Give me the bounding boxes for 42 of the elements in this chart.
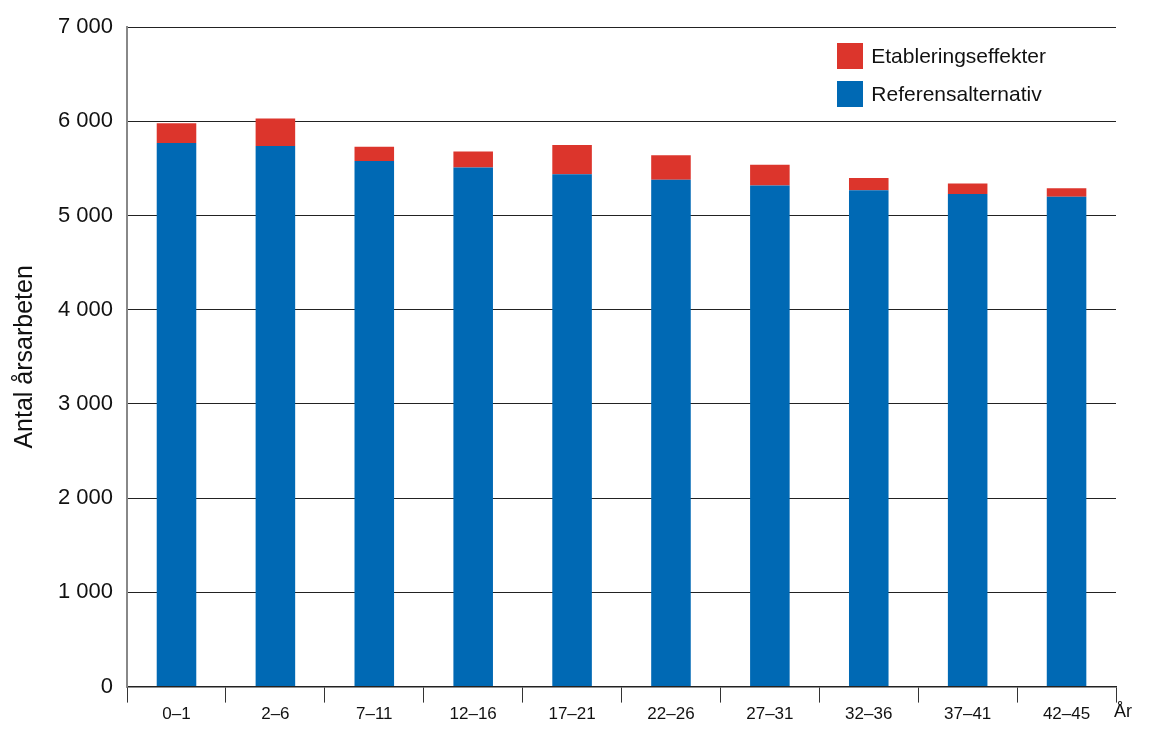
x-tick-label: 7–11 bbox=[356, 704, 393, 724]
bar bbox=[651, 179, 691, 687]
bar bbox=[255, 145, 296, 687]
bar bbox=[156, 143, 197, 687]
x-tick-label: 32–36 bbox=[845, 704, 893, 724]
y-tick-label: 3 000 bbox=[57, 390, 114, 416]
bar bbox=[651, 155, 691, 180]
x-axis-title: År bbox=[1114, 700, 1133, 721]
y-tick-label: 0 bbox=[100, 672, 114, 698]
bar bbox=[848, 177, 889, 191]
x-tick-label: 17–21 bbox=[548, 704, 596, 724]
bar bbox=[354, 160, 395, 687]
x-tick-label: 27–31 bbox=[746, 704, 794, 724]
y-axis-title: Antal årsarbeten bbox=[8, 265, 37, 449]
bar bbox=[848, 190, 889, 687]
bar bbox=[156, 123, 197, 144]
x-tick-label: 37–41 bbox=[944, 704, 992, 724]
bar bbox=[947, 183, 988, 194]
y-tick-label: 7 000 bbox=[57, 13, 114, 39]
legend-label: Etableringseffekter bbox=[871, 44, 1046, 69]
y-tick-label: 6 000 bbox=[57, 107, 114, 133]
bar bbox=[1046, 188, 1087, 197]
x-tick-label: 12–16 bbox=[449, 704, 497, 724]
bar bbox=[750, 185, 790, 687]
bar bbox=[750, 164, 790, 186]
y-tick-label: 2 000 bbox=[57, 484, 114, 510]
bar bbox=[552, 174, 592, 687]
bar bbox=[453, 167, 493, 687]
y-tick-label: 5 000 bbox=[57, 201, 114, 227]
bar bbox=[354, 146, 395, 161]
bar bbox=[552, 144, 592, 175]
x-tick-label: 2–6 bbox=[261, 704, 290, 724]
legend-label: Referensalternativ bbox=[871, 82, 1042, 107]
x-tick-label: 0–1 bbox=[162, 704, 191, 724]
y-tick-label: 4 000 bbox=[57, 295, 114, 321]
x-tick-label: 22–26 bbox=[647, 704, 695, 724]
bar bbox=[947, 193, 988, 687]
bar bbox=[453, 151, 493, 168]
x-tick-label: 42–45 bbox=[1042, 704, 1091, 724]
bar bbox=[1046, 196, 1087, 687]
bar bbox=[255, 118, 296, 146]
y-tick-label: 1 000 bbox=[57, 578, 114, 604]
